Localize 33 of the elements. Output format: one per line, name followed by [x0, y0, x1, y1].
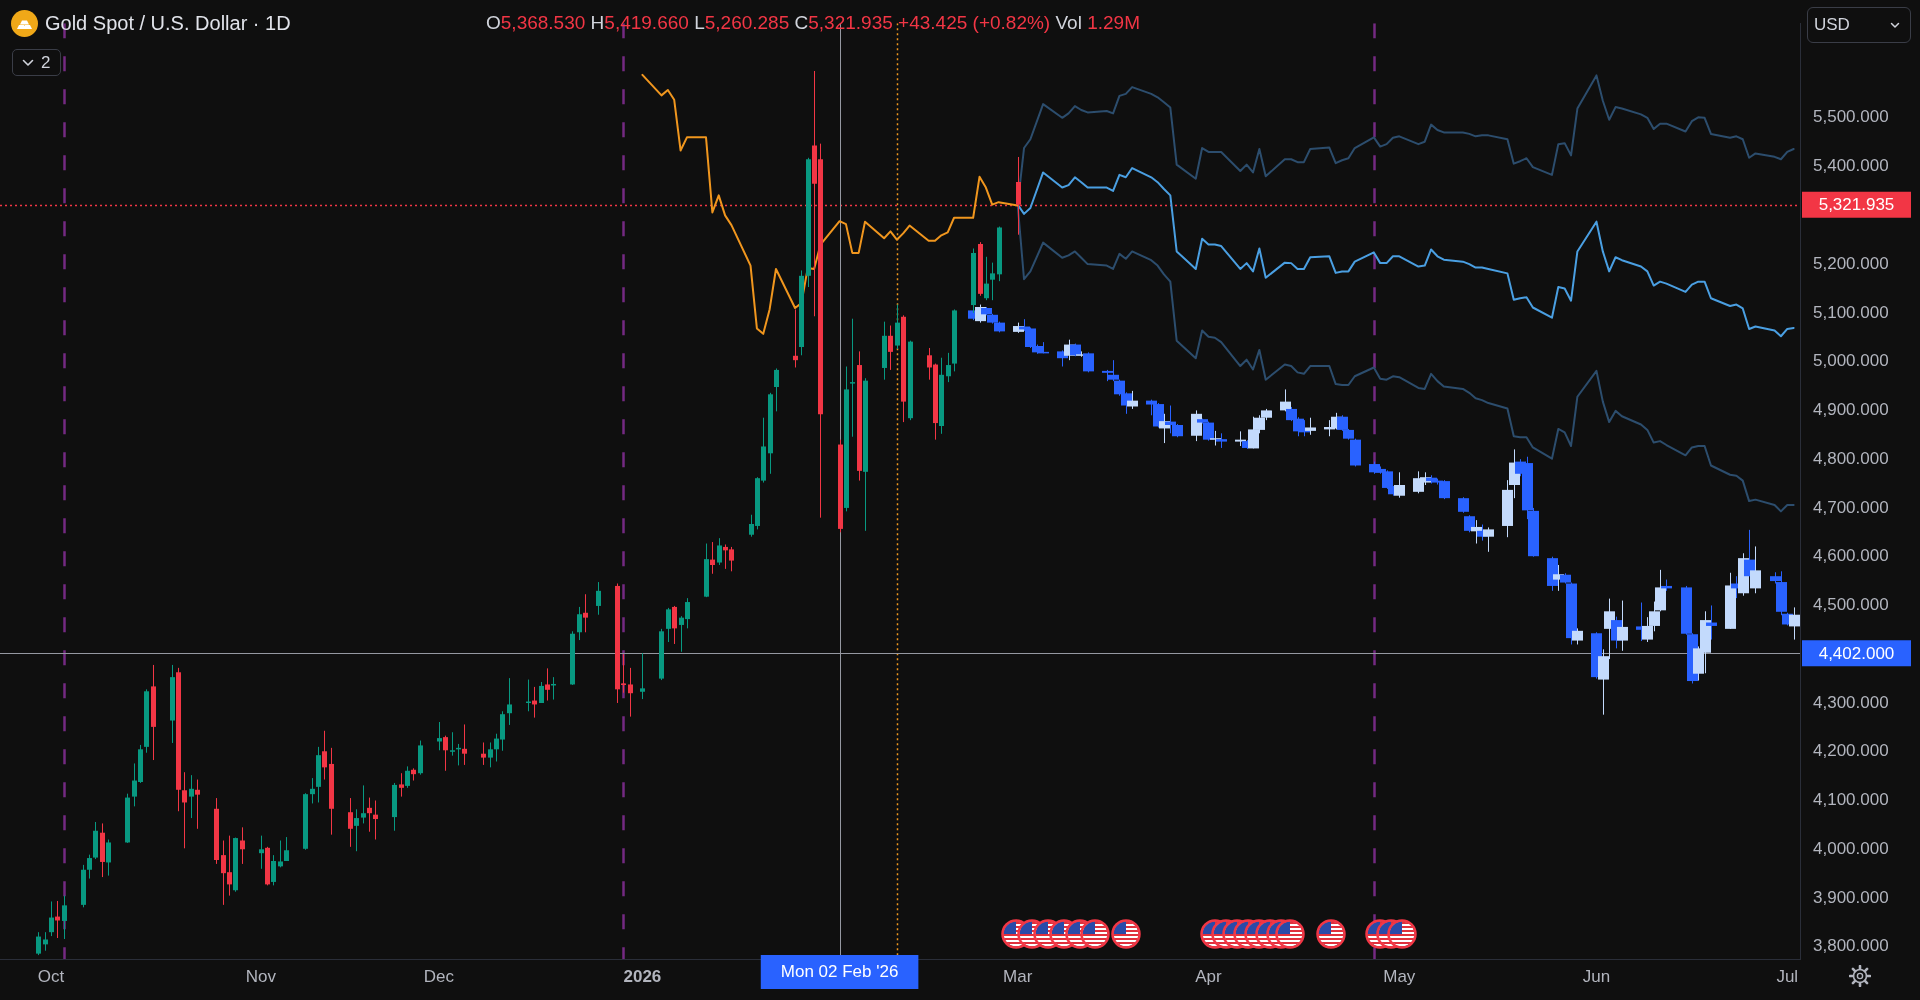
y-tick-label: 3,800.000 [1813, 936, 1889, 956]
y-tick-label: 4,300.000 [1813, 692, 1889, 712]
y-tick-label: 4,700.000 [1813, 497, 1889, 517]
text: O5,368.530 H5,419.660 L5,260.285 C5,321.935 +43.425 (+0.82%) Vol 1.29M [486, 12, 1140, 33]
chart-title: Gold Spot / U.S. Dollar · 1D [45, 11, 291, 36]
x-tick-label: Nov [245, 966, 277, 986]
y-tick-label: 5,400.000 [1813, 156, 1889, 176]
y-tick-label: 4,500.000 [1813, 595, 1889, 615]
y-tick-label: 4,200.000 [1813, 741, 1889, 761]
y-tick-label: 5,000.000 [1813, 351, 1889, 371]
ref-line-label: 5,321.935 [1818, 195, 1895, 215]
annotation: 2 [41, 53, 51, 73]
x-tick-label: Jul [1776, 966, 1799, 986]
y-tick-label: 5,500.000 [1813, 107, 1889, 127]
x-tick-label: May [1383, 966, 1416, 986]
y-tick-label: 4,800.000 [1813, 448, 1889, 468]
y-tick-label: 4,100.000 [1813, 790, 1889, 810]
x-tick-label: Apr [1195, 966, 1223, 986]
ref-line-label: Mon 02 Feb '26 [780, 961, 899, 981]
x-tick-label: Dec [423, 966, 455, 986]
collapse-button: 2 [12, 49, 61, 76]
currency-dropdown: USD [1807, 7, 1911, 43]
x-tick-label: 2026 [623, 966, 662, 986]
y-tick-label: 4,600.000 [1813, 546, 1889, 566]
x-tick-label: Jun [1582, 966, 1611, 986]
y-tick-label: 5,200.000 [1813, 253, 1889, 273]
x-tick-label: Mar [1003, 966, 1033, 986]
y-tick-label: 4,000.000 [1813, 838, 1889, 858]
y-tick-label: 5,100.000 [1813, 302, 1889, 322]
ref-line-label: 4,402.000 [1818, 643, 1895, 663]
x-tick-label: Oct [37, 966, 65, 986]
y-tick-label: 4,900.000 [1813, 400, 1889, 420]
y-tick-label: 3,900.000 [1813, 887, 1889, 907]
